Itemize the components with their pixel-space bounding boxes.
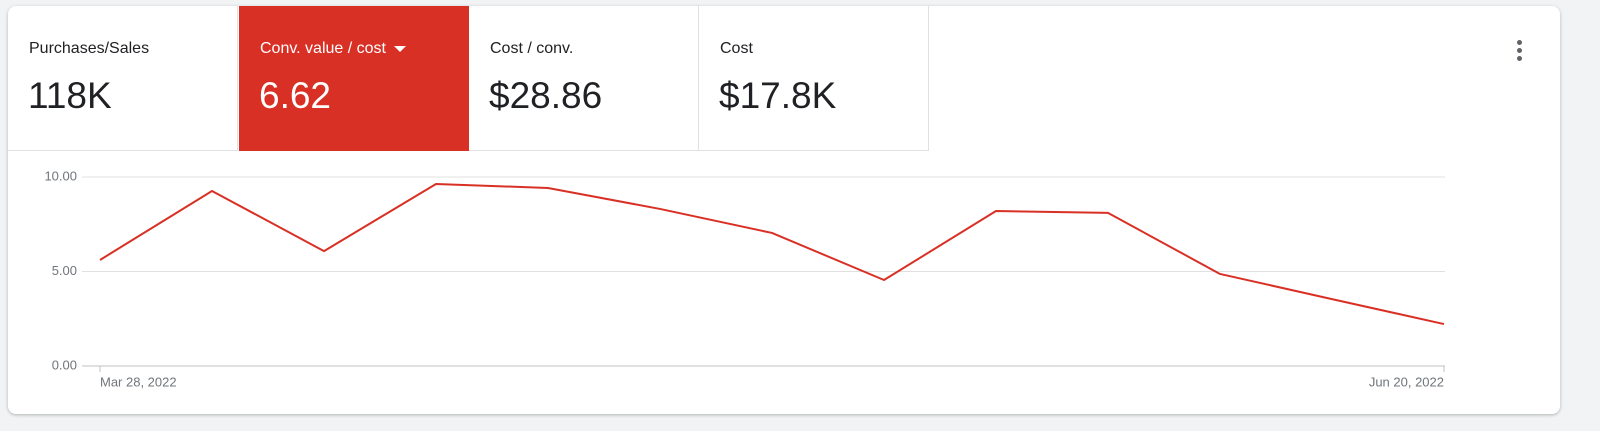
more-menu[interactable] [1514, 40, 1524, 64]
metric-label: Purchases/Sales [29, 40, 150, 57]
metric-tab[interactable]: Conv. value / cost 6.62 [239, 6, 469, 151]
metric-value: 6.62 [259, 75, 332, 116]
metric-value: $17.8K [719, 75, 837, 116]
performance-card: Purchases/Sales 118K Conv. value / cost … [8, 6, 1560, 414]
metric-label: Cost [720, 40, 753, 57]
metric-tab[interactable]: Purchases/Sales 118K [8, 6, 238, 151]
y-tick-label: 10.00 [44, 168, 77, 183]
dropdown-caret[interactable] [393, 45, 406, 52]
chart: 0.00 5.00 10.00 Mar 28, 2022 Jun 20, 2022 [44, 168, 1445, 389]
y-tick-label: 5.00 [52, 263, 77, 278]
x-tick-label: Jun 20, 2022 [1369, 374, 1444, 389]
x-tick-label: Mar 28, 2022 [100, 374, 177, 389]
metric-tab[interactable]: Cost / conv. $28.86 [469, 6, 699, 151]
data-line [99, 182, 1445, 326]
metric-label-wrap: Conv. value / cost [260, 40, 406, 58]
metric-label: Conv. value / cost [260, 40, 386, 57]
metric-value: $28.86 [489, 75, 603, 116]
y-tick-label: 0.00 [52, 357, 77, 372]
metric-label: Cost / conv. [490, 40, 574, 57]
metric-value: 118K [28, 75, 112, 116]
metric-tab[interactable]: Cost $17.8K [699, 6, 929, 151]
